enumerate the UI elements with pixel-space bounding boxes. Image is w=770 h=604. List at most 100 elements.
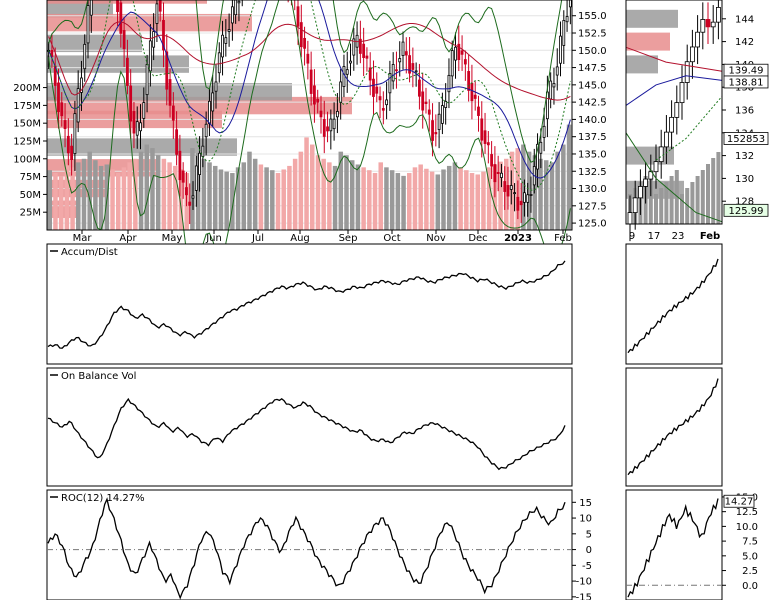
- inset-roc-tick-label: 5.0: [742, 551, 758, 562]
- price-candle: [139, 122, 142, 132]
- price-candle: [467, 71, 471, 91]
- price-candle: [542, 125, 546, 138]
- price-candle: [362, 43, 366, 59]
- price-candle: [198, 152, 201, 175]
- price-candle: [395, 69, 398, 72]
- inset-candle: [632, 197, 638, 214]
- volume-bar: [367, 170, 372, 230]
- price-candle: [460, 50, 464, 55]
- indicator-line: [47, 497, 566, 600]
- x-axis-label: Jul: [251, 233, 264, 244]
- inset-volume-bar: [685, 188, 690, 224]
- volume-bar: [521, 144, 526, 230]
- inset-candle: [690, 46, 695, 63]
- volume-bar: [538, 158, 543, 230]
- price-candle: [73, 113, 77, 155]
- price-candle: [480, 118, 484, 141]
- inset-volume-profile-bar: [626, 55, 658, 74]
- volume-bar: [338, 151, 344, 230]
- price-candle: [539, 141, 543, 154]
- price-tick-label: 142.5: [578, 98, 607, 109]
- price-candle: [122, 30, 126, 50]
- inset-last-price-value-box: [723, 203, 769, 217]
- volume-bar: [167, 162, 172, 230]
- indicator-panel: On Balance Vol: [46, 367, 573, 487]
- inset-volume-value-box: [723, 132, 769, 145]
- price-candle: [375, 86, 379, 94]
- price-candle: [227, 29, 231, 32]
- volume-bar: [58, 176, 64, 230]
- x-axis-label: May: [162, 233, 183, 244]
- volume-bar: [315, 155, 321, 230]
- volume-bar: [526, 151, 532, 230]
- price-candle: [66, 135, 70, 154]
- inset-x-axis-label: Feb: [700, 231, 720, 242]
- price-candle: [191, 195, 195, 199]
- price-candle: [450, 50, 454, 77]
- price-tick-label: 130.0: [578, 184, 607, 195]
- roc-tick-label: -10: [576, 577, 592, 588]
- price-candle: [332, 118, 336, 130]
- inset-volume-bar: [659, 188, 664, 224]
- volume-bar: [532, 155, 538, 230]
- inset-volume-bar: [716, 152, 721, 224]
- price-candle: [385, 99, 389, 106]
- main-panel: 125.0 127.5 130.0 132.5 135.0 137.5 140.0 142.5…: [13, 0, 607, 284]
- volume-bar: [498, 161, 503, 230]
- price-candle: [217, 52, 221, 74]
- price-tick-label: 135.0: [578, 149, 607, 160]
- inset-ma200-value: 139.49: [729, 66, 764, 77]
- price-candle: [447, 74, 451, 93]
- price-candle: [142, 102, 146, 119]
- inset-volume-profile-bar: [626, 9, 678, 28]
- volume-bar: [361, 167, 366, 230]
- price-candle: [398, 58, 402, 63]
- inset-volume-bar: [680, 194, 684, 224]
- price-candle: [401, 41, 405, 56]
- inset-price-tick-label: 130: [735, 174, 754, 185]
- x-axis-label: Apr: [119, 233, 137, 244]
- inset-indicator-line: [627, 378, 719, 476]
- inset-candle: [658, 146, 664, 163]
- inset-panel: 128130132134136138140142144139.49138.811…: [625, 0, 769, 242]
- volume-bar: [321, 158, 326, 230]
- price-candle: [175, 129, 179, 155]
- price-candle: [559, 35, 562, 64]
- volume-bar: [241, 162, 247, 230]
- price-candle: [437, 113, 441, 130]
- price-tick-label: 155.0: [578, 11, 607, 22]
- volume-bar: [275, 173, 281, 230]
- price-candle: [50, 49, 54, 57]
- x-axis-label: Jun: [205, 233, 222, 244]
- price-candle: [214, 81, 218, 92]
- price-candle: [132, 111, 136, 134]
- inset-volume-bar: [706, 164, 710, 224]
- x-axis-label: Nov: [426, 233, 446, 244]
- inset-indicator-panel: [625, 243, 723, 365]
- indicator-panel: Accum/Dist: [46, 243, 573, 365]
- price-candle: [83, 43, 87, 70]
- price-candle: [529, 194, 533, 196]
- roc-tick-label: 0: [586, 545, 592, 556]
- price-candle: [414, 70, 418, 73]
- volume-bar: [98, 165, 104, 230]
- inset-roc-tick-label: 2.5: [742, 566, 758, 577]
- volume-bar: [407, 173, 412, 230]
- volume-bar: [287, 165, 292, 230]
- indicator-frame: [46, 243, 573, 365]
- price-candle: [155, 3, 159, 24]
- price-candle: [427, 109, 431, 115]
- volume-bar: [344, 155, 349, 230]
- volume-bar: [452, 162, 458, 230]
- price-candle: [381, 108, 385, 111]
- volume-bar: [281, 169, 286, 230]
- volume-bar: [464, 170, 469, 230]
- price-candle: [221, 34, 224, 58]
- volume-bar: [327, 162, 332, 230]
- inset-volume-bar: [669, 176, 674, 224]
- volume-bar: [481, 171, 486, 230]
- inset-indicator-frame: [625, 489, 723, 601]
- inset-candle: [638, 186, 643, 199]
- volume-bar: [150, 148, 155, 230]
- inset-indicator-frame: [625, 367, 723, 487]
